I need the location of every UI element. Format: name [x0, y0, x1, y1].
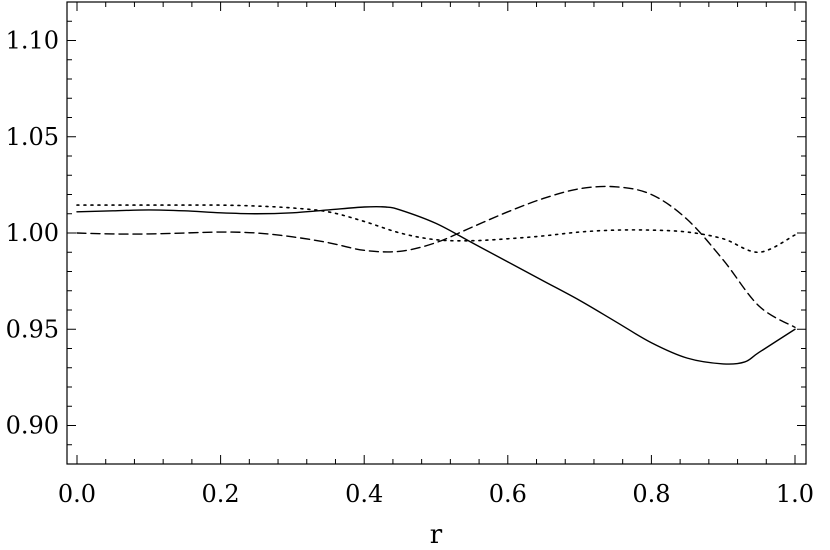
- x-tick-label: 0.8: [632, 480, 670, 508]
- y-tick-label: 0.95: [6, 315, 59, 343]
- x-tick-label: 0.4: [345, 480, 383, 508]
- series-layer: [76, 185, 796, 365]
- y-tick-label: 1.00: [6, 219, 59, 247]
- x-tick-label: 0.6: [489, 480, 527, 508]
- x-axis-title: r: [430, 520, 443, 550]
- y-tick-label: 1.05: [6, 123, 59, 151]
- dotted-series-line: [76, 204, 796, 254]
- y-tick-label: 0.90: [6, 412, 59, 440]
- x-tick-label: 1.0: [776, 480, 814, 508]
- solid-series-line: [76, 205, 796, 365]
- dashed-series-line: [76, 185, 796, 329]
- ticks-layer: [67, 1, 806, 465]
- x-tick-label: 0.2: [202, 480, 240, 508]
- y-tick-label: 1.10: [6, 27, 59, 55]
- labels-layer: 0.0 0.2 0.4 0.6 0.8 1.0 0.90 0.95 1.00 1.05 1.10: [6, 27, 815, 509]
- x-tick-label: 0.0: [58, 480, 96, 508]
